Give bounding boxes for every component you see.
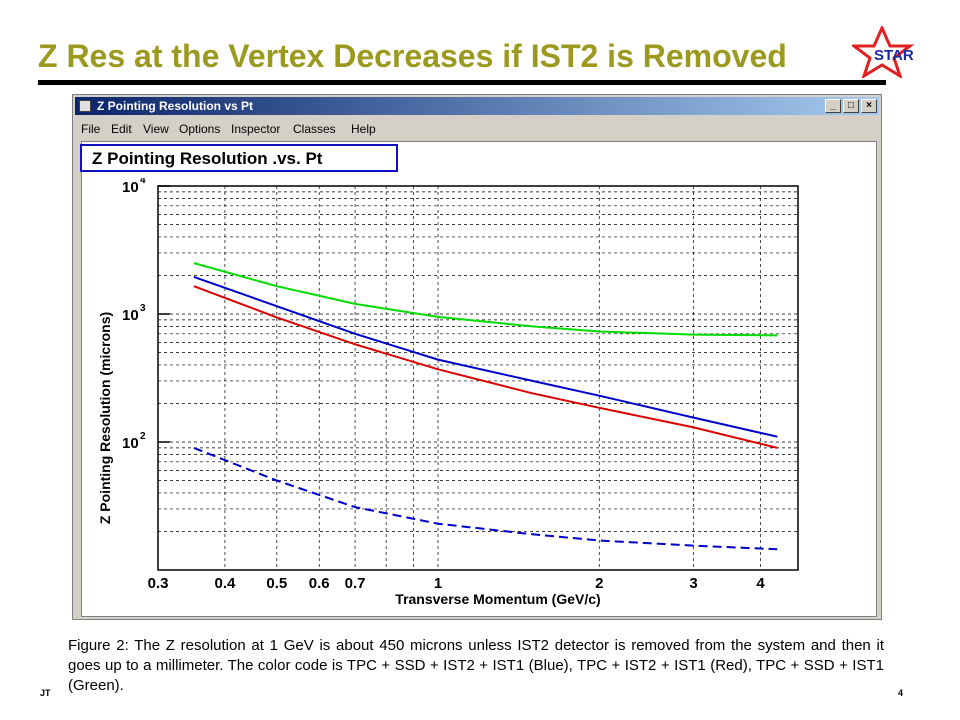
x-tick-label: 0.5 — [266, 575, 287, 592]
y-tick-exponent: 2 — [140, 431, 146, 442]
plot-title: Z Pointing Resolution .vs. Pt — [92, 149, 323, 168]
menu-view[interactable]: View — [143, 122, 169, 136]
y-axis-label: Z Pointing Resolution (microns) — [97, 312, 113, 524]
window-titlebar[interactable]: Z Pointing Resolution vs Pt _ □ × — [75, 97, 879, 115]
x-tick-label: 0.7 — [345, 575, 366, 592]
x-tick-label: 4 — [756, 575, 765, 592]
star-logo-text: STAR — [874, 47, 914, 64]
minimize-button[interactable]: _ — [825, 99, 841, 113]
x-tick-label: 1 — [434, 575, 442, 592]
y-tick-label: 10 — [122, 435, 139, 452]
series-line-3 — [193, 285, 778, 449]
menu-inspector[interactable]: Inspector — [231, 122, 281, 136]
x-tick-label: 0.3 — [148, 575, 169, 592]
plot-frame-border — [157, 185, 799, 571]
series-line-4 — [193, 446, 778, 551]
x-axis-label: Transverse Momentum (GeV/c) — [395, 591, 600, 607]
page-number: 4 — [898, 688, 904, 698]
menu-file[interactable]: File — [81, 122, 101, 136]
x-tick-label: 3 — [689, 575, 697, 592]
star-logo: STAR — [852, 26, 915, 78]
menu-edit[interactable]: Edit — [111, 122, 132, 136]
x-tick-label: 0.4 — [214, 575, 236, 592]
plot-title-box: Z Pointing Resolution .vs. Pt — [80, 144, 398, 172]
menu-options[interactable]: Options — [179, 122, 221, 136]
y-tick-label: 10 — [122, 179, 139, 196]
menu-classes[interactable]: Classes — [293, 122, 336, 136]
y-tick-exponent: 3 — [140, 303, 146, 314]
series-line-1 — [193, 262, 778, 337]
series-line-2 — [193, 275, 778, 438]
star-logo-icon — [852, 26, 915, 78]
y-tick-exponent: 4 — [140, 178, 146, 186]
title-rule — [38, 80, 886, 85]
footer-initials: JT — [40, 688, 51, 698]
x-tick-label: 2 — [595, 575, 603, 592]
y-tick-label: 10 — [122, 307, 139, 324]
window-title: Z Pointing Resolution vs Pt — [97, 99, 253, 113]
menu-help[interactable]: Help — [351, 122, 376, 136]
app-icon — [79, 100, 91, 112]
maximize-button[interactable]: □ — [843, 99, 859, 113]
x-tick-label: 0.6 — [309, 575, 330, 592]
figure-caption: Figure 2: The Z resolution at 1 GeV is a… — [68, 637, 884, 694]
close-button[interactable]: × — [861, 99, 877, 113]
slide-title: Z Res at the Vertex Decreases if IST2 is… — [38, 38, 787, 74]
